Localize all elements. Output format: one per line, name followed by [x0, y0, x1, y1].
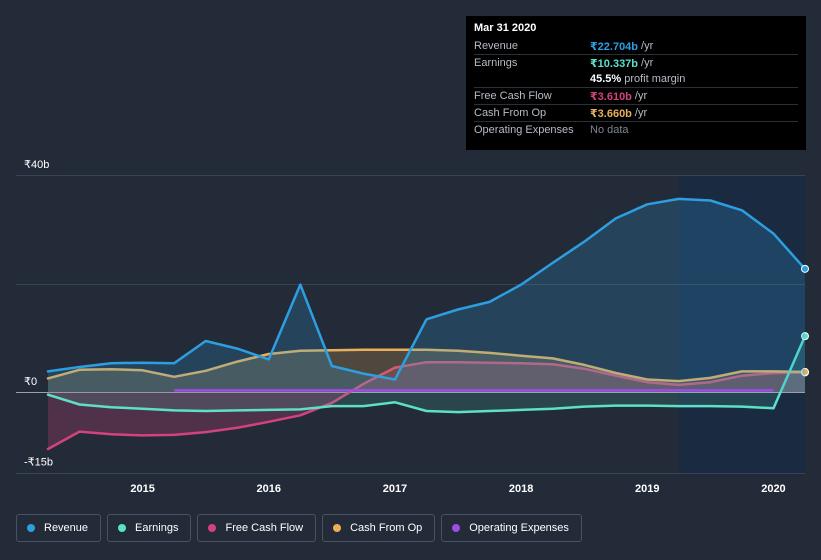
legend-dot-icon [333, 524, 342, 532]
chart-grid [16, 175, 805, 474]
tooltip-value: ₹10.337b [590, 57, 639, 70]
tooltip-label: Cash From Op [474, 107, 547, 119]
tooltip-value: ₹3.610b [590, 90, 632, 103]
x-tick-label: 2019 [635, 483, 659, 495]
chart: ₹40b ₹0 -₹15b 2015 2016 2017 2018 2019 2020 [16, 159, 809, 495]
tooltip-date: Mar 31 2020 [474, 22, 537, 34]
tooltip-row-profit-margin: 45.5% profit margin [474, 71, 798, 87]
tooltip-value: No data [590, 124, 629, 136]
tooltip-unit: /yr [634, 107, 648, 119]
legend-item-earnings[interactable]: Earnings [107, 514, 192, 542]
y-tick-label: ₹40b [24, 159, 49, 171]
earnings-area [48, 336, 805, 413]
series-layer [46, 197, 809, 451]
legend-item-revenue[interactable]: Revenue [16, 514, 102, 542]
tooltip-row-free-cash-flow: Free Cash Flow ₹3.610b /yr [474, 87, 798, 104]
x-tick-label: 2018 [509, 483, 533, 495]
x-tick-label: 2015 [130, 483, 154, 495]
tooltip-unit: /yr [634, 90, 648, 102]
earnings-endpoint [801, 332, 809, 341]
legend: Revenue Earnings Free Cash Flow Cash Fro… [16, 514, 582, 542]
y-tick-label: ₹0 [24, 376, 37, 388]
legend-item-cash-from-op[interactable]: Cash From Op [322, 514, 436, 542]
y-tick-label: -₹15b [24, 456, 53, 468]
legend-dot-icon [452, 524, 461, 532]
tooltip-value: ₹22.704b [590, 40, 639, 53]
legend-dot-icon [208, 524, 217, 532]
tooltip-unit: profit margin [624, 73, 686, 85]
legend-item-free-cash-flow[interactable]: Free Cash Flow [197, 514, 317, 542]
x-tick-label: 2020 [761, 483, 785, 495]
legend-label: Operating Expenses [469, 522, 569, 534]
tooltip-value: ₹3.660b [590, 107, 632, 120]
revenue-line [46, 197, 807, 381]
legend-label: Revenue [44, 522, 89, 534]
tooltip-unit: /yr [641, 40, 654, 52]
tooltip-unit: /yr [641, 57, 654, 69]
legend-item-operating-expenses[interactable]: Operating Expenses [441, 514, 582, 542]
x-tick-label: 2016 [257, 483, 281, 495]
tooltip-row-earnings: Earnings ₹10.337b /yr [474, 54, 798, 71]
earnings-line [46, 334, 807, 414]
cash-from-op-endpoint [801, 367, 809, 376]
x-axis: 2015 2016 2017 2018 2019 2020 [130, 483, 785, 495]
tooltip-label: Free Cash Flow [474, 90, 552, 102]
free-cash-flow-line [46, 360, 807, 451]
tooltip-label: Revenue [474, 40, 519, 52]
tooltip-row-revenue: Revenue ₹22.704b /yr [474, 38, 798, 54]
legend-label: Earnings [135, 522, 179, 534]
tooltip-row-cash-from-op: Cash From Op ₹3.660b /yr [474, 104, 798, 121]
tooltip-value: 45.5% [590, 73, 622, 85]
tooltip-row-operating-expenses: Operating Expenses No data [474, 121, 798, 138]
forecast-highlight-band [678, 175, 805, 475]
x-tick-label: 2017 [383, 483, 407, 495]
tooltip-label: Earnings [474, 57, 518, 69]
y-axis: ₹40b ₹0 -₹15b [24, 159, 53, 468]
revenue-area [48, 198, 805, 392]
cash-from-op-line [46, 348, 807, 383]
revenue-endpoint [801, 264, 809, 273]
legend-dot-icon [27, 524, 35, 532]
legend-label: Cash From Op [350, 522, 423, 534]
cash-from-op-area [48, 349, 805, 392]
tooltip-label: Operating Expenses [474, 124, 574, 136]
tooltip: Mar 31 2020 Revenue ₹22.704b /yr Earning… [466, 16, 806, 150]
legend-label: Free Cash Flow [225, 522, 304, 534]
legend-dot-icon [118, 524, 127, 532]
